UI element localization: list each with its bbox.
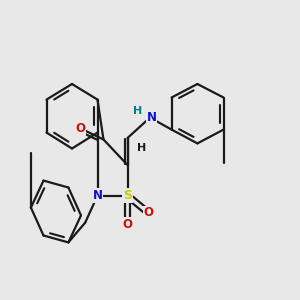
Text: H: H: [133, 106, 142, 116]
Text: O: O: [75, 122, 85, 135]
Text: N: N: [146, 111, 157, 124]
Text: S: S: [123, 189, 132, 202]
Text: N: N: [92, 189, 103, 202]
Text: O: O: [122, 218, 133, 231]
Text: O: O: [143, 206, 154, 220]
Text: H: H: [137, 142, 146, 153]
